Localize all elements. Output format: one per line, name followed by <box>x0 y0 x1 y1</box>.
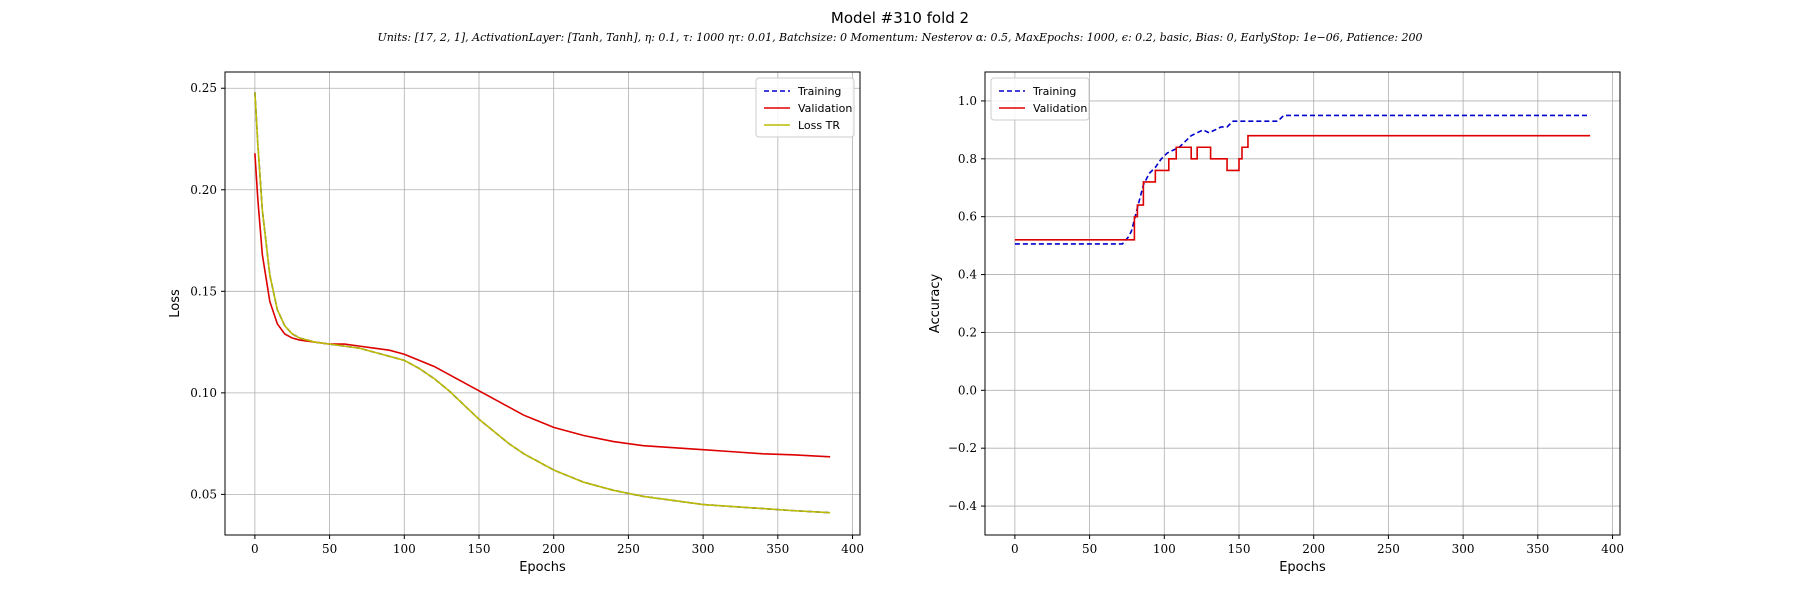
x-tick-label: 0 <box>1011 542 1019 556</box>
x-axis-label: Epochs <box>519 560 566 575</box>
y-tick-label: 0.20 <box>190 183 217 197</box>
y-tick-label: 1.0 <box>958 94 977 108</box>
series-line-training <box>1014 114 1591 245</box>
series-line-validation <box>254 153 831 458</box>
y-tick-label: 0.2 <box>958 325 977 339</box>
x-tick-label: 350 <box>1526 542 1549 556</box>
y-tick-label: 0.10 <box>190 386 217 400</box>
accuracy-chart: 0 50 100 150 200 250 300 350 400 −0.4 −0.2 0.0 0.2 0.… <box>928 71 1624 575</box>
x-tick-label: 400 <box>841 542 864 556</box>
x-tick-label: 150 <box>468 542 491 556</box>
axes-frame <box>224 71 861 536</box>
x-tick-label: 250 <box>1377 542 1400 556</box>
legend-label: Training <box>1032 85 1076 98</box>
x-tick-label: 300 <box>1452 542 1475 556</box>
legend-box <box>990 77 1090 121</box>
y-tick-label: −0.2 <box>948 441 977 455</box>
series-line-training <box>254 92 831 514</box>
legend-box <box>755 77 855 138</box>
x-tick-label: 50 <box>1082 542 1097 556</box>
x-tick-label: 200 <box>1302 542 1325 556</box>
x-tick-label: 400 <box>1601 542 1624 556</box>
x-tick-label: 100 <box>393 542 416 556</box>
y-tick-label: 0.15 <box>190 284 217 298</box>
y-axis-label: Loss <box>168 289 183 318</box>
x-tick-label: 0 <box>251 542 259 556</box>
x-tick-label: 100 <box>1153 542 1176 556</box>
figure-subtitle: Units: [17, 2, 1], ActivationLayer: [Tan… <box>377 31 1423 44</box>
x-tick-label: 250 <box>617 542 640 556</box>
y-tick-label: 0.25 <box>190 81 217 95</box>
series-line-loss-tr <box>254 92 831 514</box>
y-tick-label: 0.0 <box>958 383 977 397</box>
y-tick-label: 0.4 <box>958 268 977 282</box>
x-tick-label: 50 <box>322 542 337 556</box>
y-axis-label: Accuracy <box>928 274 943 334</box>
x-tick-label: 350 <box>766 542 789 556</box>
x-axis-label: Epochs <box>1279 560 1326 575</box>
axes-frame <box>984 71 1621 536</box>
legend-label: Validation <box>1033 102 1087 115</box>
y-tick-label: 0.6 <box>958 210 977 224</box>
y-tick-label: 0.8 <box>958 152 977 166</box>
y-tick-label: 0.05 <box>190 487 217 501</box>
legend-label: Validation <box>798 102 852 115</box>
legend-label: Loss TR <box>798 119 840 132</box>
loss-chart: 0 50 100 150 200 250 300 350 400 0.05 0.10 0.15 0.20… <box>168 71 864 575</box>
x-tick-label: 300 <box>692 542 715 556</box>
legend: Training Validation <box>990 77 1090 121</box>
y-tick-label: −0.4 <box>948 499 978 513</box>
legend: Training Validation Loss TR <box>755 77 855 138</box>
series-line-validation <box>1014 134 1591 241</box>
legend-label: Training <box>797 85 841 98</box>
x-tick-label: 200 <box>542 542 565 556</box>
x-tick-label: 150 <box>1228 542 1251 556</box>
figure-title: Model #310 fold 2 <box>830 9 970 27</box>
